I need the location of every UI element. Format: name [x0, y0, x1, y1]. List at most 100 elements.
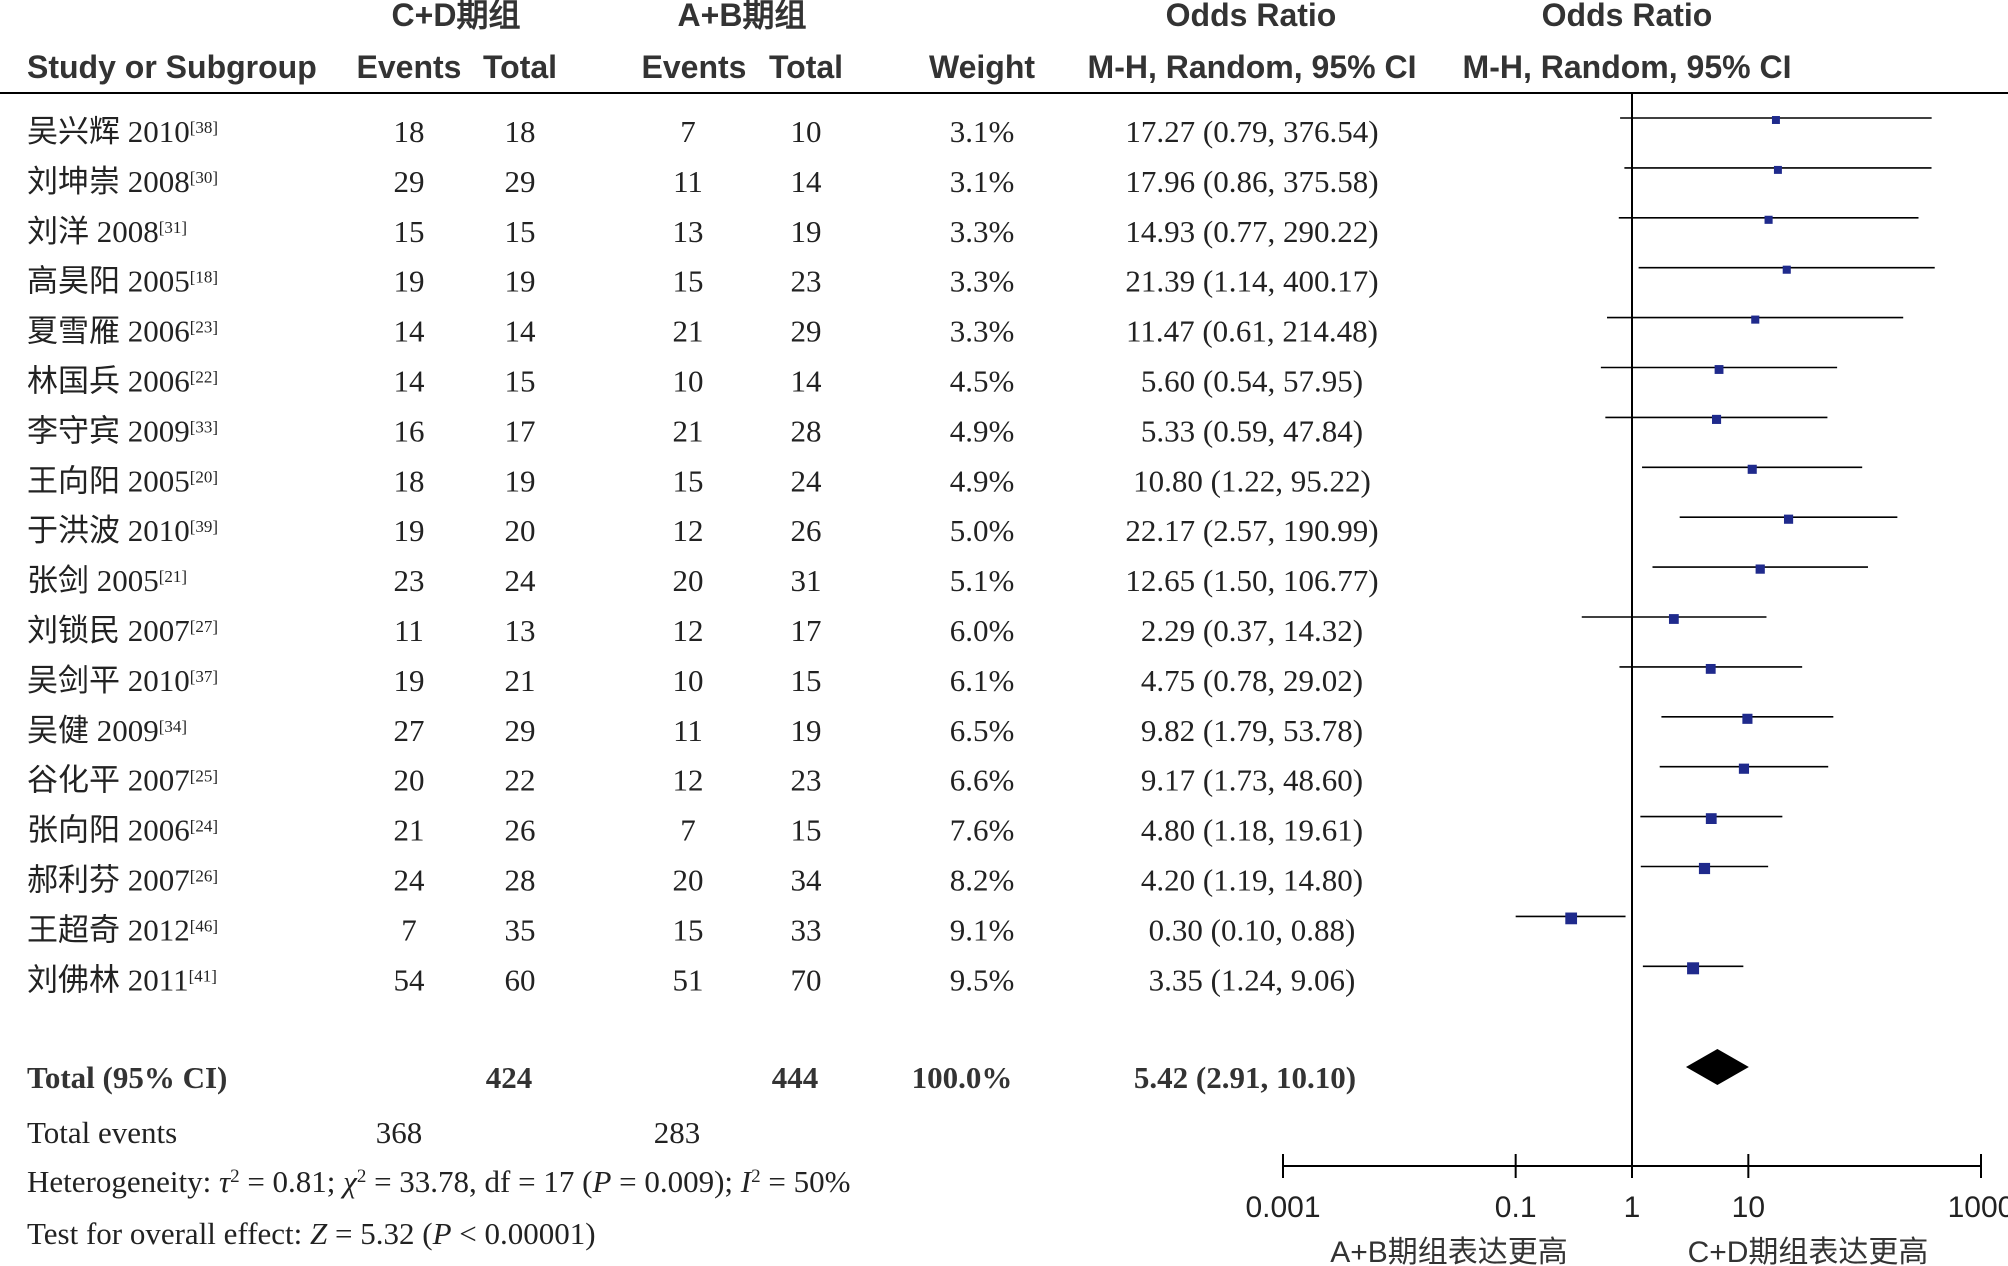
total-1: 19	[505, 264, 536, 299]
study-name: 张向阳 2006[24]	[27, 813, 218, 848]
events-2: 15	[673, 264, 704, 299]
study-name: 刘坤崇 2008[30]	[27, 164, 218, 199]
events-2: 51	[673, 962, 704, 997]
events-2: 20	[673, 563, 704, 598]
or-ci-text: 12.65 (1.50, 106.77)	[1125, 563, 1378, 598]
events-1: 19	[394, 663, 425, 698]
total-1: 15	[505, 364, 536, 399]
study-row: 于洪波 2010[39] 19 20 12 26 5.0% 22.17 (2.57, 190…	[27, 513, 1379, 548]
total-weight: 100.0%	[912, 1060, 1013, 1095]
events-2: 7	[680, 813, 696, 848]
weight-cell: 4.9%	[950, 413, 1015, 448]
total-1: 28	[505, 863, 536, 898]
events-2: 11	[673, 164, 703, 199]
or-ci-text: 5.60 (0.54, 57.95)	[1141, 364, 1363, 399]
group2-header: A+B期组	[678, 0, 807, 33]
total-2: 19	[791, 214, 822, 249]
total-2: 10	[791, 114, 822, 149]
total-1: 20	[505, 513, 536, 548]
or-ci-text: 11.47 (0.61, 214.48)	[1126, 314, 1378, 349]
total-1: 24	[505, 563, 537, 598]
or-ci-text: 17.27 (0.79, 376.54)	[1125, 114, 1378, 149]
study-name: 高昊阳 2005[18]	[27, 264, 218, 299]
point-marker	[1705, 813, 1717, 824]
total-1: 18	[505, 114, 536, 149]
events-2: 12	[673, 513, 704, 548]
total-1: 26	[505, 813, 536, 848]
events-2: 13	[673, 214, 704, 249]
total-2: 31	[791, 563, 822, 598]
events-2: 20	[673, 863, 704, 898]
study-name: 谷化平 2007[25]	[27, 763, 218, 798]
total-2: 33	[791, 912, 822, 947]
events-2: 10	[673, 663, 704, 698]
or-ci-text: 9.17 (1.73, 48.60)	[1141, 763, 1363, 798]
study-row: 张向阳 2006[24] 21 26 7 15 7.6% 4.80 (1.18, 19.61…	[27, 813, 1363, 848]
events-2: 10	[673, 364, 704, 399]
weight-cell: 8.2%	[950, 863, 1015, 898]
favors-left-label: A+B期组表达更高	[1330, 1236, 1568, 1266]
plot-area: 0.001 0.1 1 10 1000	[1245, 93, 2008, 1224]
total-2: 15	[791, 663, 822, 698]
weight-cell: 6.6%	[950, 763, 1015, 798]
or-ci-text: 3.35 (1.24, 9.06)	[1149, 962, 1356, 997]
total-1: 14	[505, 314, 537, 349]
events-2: 12	[673, 613, 704, 648]
events1-header: Events	[357, 49, 462, 85]
study-name: 张剑 2005[21]	[27, 563, 187, 598]
study-row: 李守宾 2009[33] 16 17 21 28 4.9% 5.33 (0.59, 47.8…	[27, 413, 1363, 448]
tick-label: 0.1	[1495, 1191, 1537, 1224]
study-row: 王超奇 2012[46] 7 35 15 33 9.1% 0.30 (0.10, 0.88)	[27, 912, 1355, 947]
total-2: 23	[791, 264, 822, 299]
group1-header: C+D期组	[392, 0, 521, 33]
or-ci-text: 4.75 (0.78, 29.02)	[1141, 663, 1363, 698]
point-marker	[1565, 912, 1578, 925]
or-ci-text: 14.93 (0.77, 290.22)	[1125, 214, 1378, 249]
events-2: 21	[673, 314, 704, 349]
or-title-left: Odds Ratio	[1166, 0, 1337, 33]
events2-header: Events	[642, 49, 747, 85]
events-1: 16	[394, 413, 425, 448]
study-name: 刘洋 2008[31]	[27, 214, 187, 249]
events-1: 23	[394, 563, 425, 598]
total-2: 24	[791, 463, 823, 498]
point-marker	[1751, 315, 1760, 324]
study-row: 林国兵 2006[22] 14 15 10 14 4.5% 5.60 (0.54, 57.9…	[27, 364, 1363, 399]
point-marker	[1783, 514, 1794, 524]
favors-right-label: C+D期组表达更高	[1688, 1236, 1929, 1266]
total-1: 22	[505, 763, 536, 798]
total-1: 15	[505, 214, 536, 249]
or-ci-text: 10.80 (1.22, 95.22)	[1133, 463, 1371, 498]
total-events-e2: 283	[654, 1115, 701, 1150]
events-2: 15	[673, 912, 704, 947]
point-marker	[1738, 763, 1750, 774]
total-2: 23	[791, 763, 822, 798]
study-name: 夏雪雁 2006[23]	[27, 314, 218, 349]
or-title-right: Odds Ratio	[1542, 0, 1713, 33]
or-ci-text: 2.29 (0.37, 14.32)	[1141, 613, 1363, 648]
or-ci-text: 5.33 (0.59, 47.84)	[1141, 413, 1363, 448]
study-name: 吴健 2009[34]	[27, 713, 187, 748]
events-1: 27	[394, 713, 425, 748]
heterogeneity-text: Heterogeneity: τ2 = 0.81; χ2 = 33.78, df…	[27, 1164, 850, 1199]
total-1: 21	[505, 663, 536, 698]
total-2: 70	[791, 962, 822, 997]
weight-cell: 9.5%	[950, 962, 1015, 997]
weight-cell: 5.0%	[950, 513, 1015, 548]
tick-label: 1	[1624, 1191, 1641, 1224]
events-1: 24	[394, 863, 426, 898]
study-rows: 吴兴辉 2010[38] 18 18 7 10 3.1% 17.27 (0.79, 376.…	[27, 114, 1379, 997]
total-2: 29	[791, 314, 822, 349]
method-header-right: M-H, Random, 95% CI	[1463, 49, 1792, 85]
point-marker	[1698, 862, 1711, 875]
total2-header: Total	[769, 49, 843, 85]
total-events-e1: 368	[376, 1115, 423, 1150]
point-marker	[1705, 663, 1716, 674]
study-row: 高昊阳 2005[18] 19 19 15 23 3.3% 21.39 (1.14, 400…	[27, 264, 1379, 299]
study-row: 刘坤崇 2008[30] 29 29 11 14 3.1% 17.96 (0.86, 375…	[27, 164, 1379, 199]
study-row: 吴健 2009[34] 27 29 11 19 6.5% 9.82 (1.79, 53.78…	[27, 713, 1363, 748]
point-estimates	[1565, 116, 1794, 975]
events-1: 20	[394, 763, 425, 798]
or-ci-text: 9.82 (1.79, 53.78)	[1141, 713, 1363, 748]
events-2: 15	[673, 463, 704, 498]
